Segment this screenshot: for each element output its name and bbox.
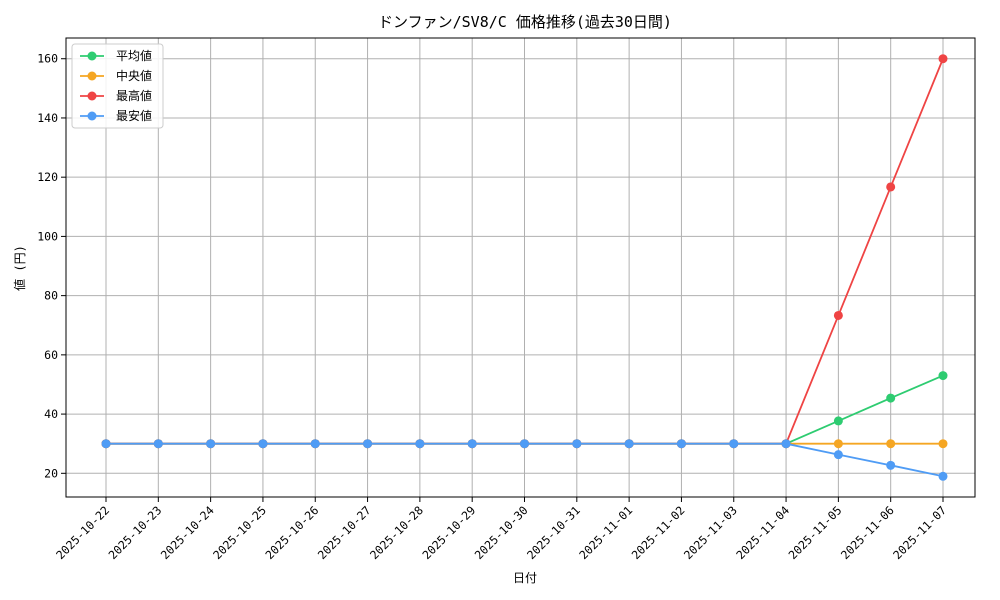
data-point <box>310 439 320 449</box>
data-point <box>258 439 268 449</box>
x-tick-label: 2025-11-02 <box>629 503 688 562</box>
y-tick-label: 60 <box>44 348 58 362</box>
y-tick-label: 140 <box>37 111 58 125</box>
data-point <box>833 310 843 320</box>
x-tick-label: 2025-10-23 <box>106 503 165 562</box>
series-layer <box>101 54 948 481</box>
data-point <box>467 439 477 449</box>
data-point <box>938 371 948 381</box>
data-point <box>886 393 896 403</box>
x-tick-label: 2025-11-06 <box>838 503 897 562</box>
x-tick-label: 2025-10-26 <box>263 503 322 562</box>
x-tick-label: 2025-10-22 <box>53 503 112 562</box>
x-axis-label: 日付 <box>513 571 537 585</box>
data-point <box>676 439 686 449</box>
legend-item: 平均値 <box>80 48 152 63</box>
y-tick-label: 80 <box>44 289 58 303</box>
grid <box>66 38 975 497</box>
data-point <box>363 439 373 449</box>
x-tick-label: 2025-11-04 <box>733 503 792 562</box>
legend-label: 最高値 <box>116 88 152 103</box>
data-point <box>101 439 111 449</box>
y-tick-label: 100 <box>37 229 58 243</box>
x-axis-ticks: 2025-10-222025-10-232025-10-242025-10-25… <box>53 497 949 562</box>
legend-item: 最高値 <box>80 88 152 103</box>
legend-label: 平均値 <box>116 48 152 63</box>
y-tick-label: 40 <box>44 407 58 421</box>
legend-swatch-marker <box>87 71 97 81</box>
data-point <box>938 439 948 449</box>
data-point <box>415 439 425 449</box>
x-tick-label: 2025-10-28 <box>367 503 426 562</box>
data-point <box>624 439 634 449</box>
x-tick-label: 2025-11-01 <box>576 503 635 562</box>
y-axis-ticks: 20 40 60 80 100 120 140 160 <box>37 52 66 480</box>
legend-item: 中央値 <box>80 68 152 83</box>
data-point <box>833 439 843 449</box>
data-point <box>886 439 896 449</box>
x-tick-label: 2025-11-05 <box>786 503 845 562</box>
data-point <box>153 439 163 449</box>
legend-item: 最安値 <box>80 108 152 123</box>
chart-title: ドンファン/SV8/C 価格推移(過去30日間) <box>378 13 672 31</box>
data-point <box>938 471 948 481</box>
series-4 <box>101 439 948 481</box>
x-tick-label: 2025-11-03 <box>681 503 740 562</box>
legend-swatch-marker <box>87 111 97 121</box>
data-point <box>833 416 843 426</box>
data-point <box>520 439 529 449</box>
data-point <box>572 439 582 449</box>
data-point <box>886 182 896 192</box>
legend-box <box>71 43 164 129</box>
data-point <box>206 439 216 449</box>
y-axis-label: 値 (円) <box>12 245 27 291</box>
legend-label: 中央値 <box>116 68 152 83</box>
x-tick-label: 2025-11-07 <box>890 503 949 562</box>
data-point <box>938 54 948 64</box>
data-point <box>886 460 896 470</box>
legend-swatch-marker <box>87 51 97 61</box>
x-tick-label: 2025-10-31 <box>524 503 583 562</box>
plot-frame <box>65 37 976 498</box>
y-tick-label: 20 <box>44 466 58 480</box>
x-tick-label: 2025-10-29 <box>419 503 478 562</box>
data-point <box>833 450 843 460</box>
x-tick-label: 2025-10-24 <box>158 503 217 562</box>
data-point <box>781 439 791 449</box>
legend-swatch-marker <box>87 91 97 101</box>
x-tick-label: 2025-10-30 <box>472 503 531 562</box>
y-tick-label: 160 <box>37 52 58 66</box>
y-tick-label: 120 <box>37 170 58 184</box>
x-tick-label: 2025-10-25 <box>210 503 269 562</box>
data-point <box>729 439 739 449</box>
x-tick-label: 2025-10-27 <box>315 503 374 562</box>
legend-label: 最安値 <box>116 108 152 123</box>
